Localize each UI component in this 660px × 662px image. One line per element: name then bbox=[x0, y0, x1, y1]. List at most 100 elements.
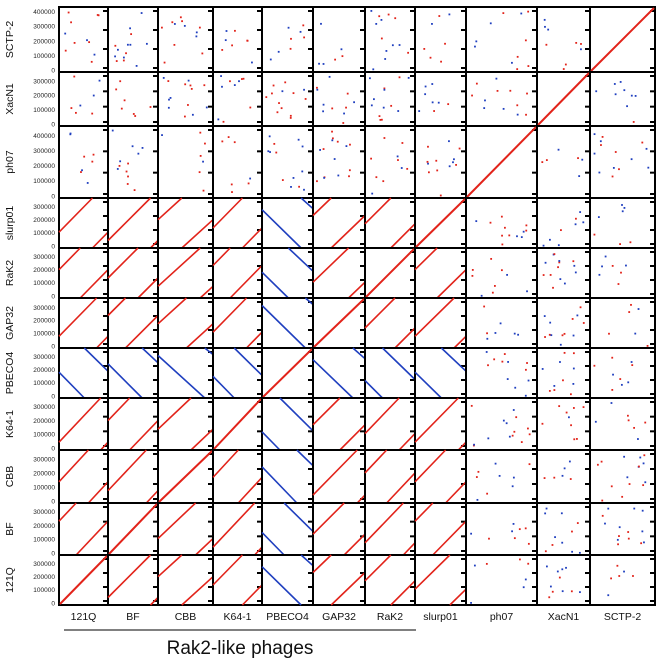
hit-point bbox=[331, 137, 334, 140]
cell-121q-k64-1 bbox=[212, 554, 263, 606]
hit-point bbox=[380, 19, 383, 21]
hit-point bbox=[487, 437, 490, 440]
hit-point bbox=[433, 110, 435, 112]
hit-point bbox=[544, 336, 546, 338]
y-tick-label: 100000 bbox=[33, 380, 55, 387]
hit-point bbox=[423, 48, 426, 50]
hit-point bbox=[561, 568, 564, 571]
cell-sctp-2-xacn1 bbox=[536, 6, 591, 73]
cell-bf-pbeco4 bbox=[261, 502, 314, 556]
hit-point bbox=[565, 566, 567, 569]
hit-point bbox=[316, 88, 319, 91]
cell-bf-rak2 bbox=[364, 502, 416, 556]
hit-point bbox=[470, 404, 473, 407]
hit-point bbox=[476, 498, 479, 501]
hit-point bbox=[557, 244, 560, 247]
hit-point bbox=[518, 528, 521, 531]
cell-k64-1-k64-1 bbox=[212, 397, 263, 451]
hit-point bbox=[618, 526, 621, 529]
cell-frame bbox=[536, 6, 591, 73]
hit-point bbox=[64, 32, 67, 35]
self-alignment-line bbox=[590, 7, 655, 72]
hit-point bbox=[187, 104, 189, 106]
hit-point bbox=[391, 44, 394, 47]
hit-point bbox=[549, 274, 552, 276]
synteny-segment bbox=[212, 375, 235, 399]
synteny-segment bbox=[390, 580, 416, 606]
hit-point bbox=[171, 21, 174, 24]
cell-cbb-slurp01 bbox=[414, 449, 467, 504]
cell-frame bbox=[107, 197, 159, 249]
synteny-segment bbox=[330, 214, 366, 249]
hit-point bbox=[298, 185, 301, 188]
cell-k64-1-121q bbox=[58, 397, 109, 451]
hit-point bbox=[202, 189, 205, 192]
cell-xacn1-xacn1 bbox=[536, 71, 591, 127]
hit-point bbox=[398, 44, 401, 46]
hit-point bbox=[608, 332, 610, 335]
synteny-segment bbox=[75, 520, 109, 556]
hit-point bbox=[373, 98, 375, 101]
cell-frame bbox=[212, 502, 263, 556]
hit-point bbox=[641, 530, 644, 533]
hit-point bbox=[581, 158, 584, 161]
cell-k64-1-bf bbox=[107, 397, 159, 451]
synteny-segment bbox=[237, 476, 263, 504]
y-tick-label: 300000 bbox=[33, 305, 55, 312]
cell-slurp01-slurp01 bbox=[414, 197, 467, 249]
row-labels: SCTP-2 400000 300000 200000 100000 0 XacN1 3000… bbox=[4, 9, 55, 607]
hit-point bbox=[343, 112, 345, 115]
hit-point bbox=[543, 477, 546, 479]
hit-point bbox=[240, 78, 243, 80]
hit-point bbox=[345, 106, 347, 109]
hit-point bbox=[623, 206, 626, 209]
hit-point bbox=[541, 422, 544, 425]
synteny-segment bbox=[107, 449, 147, 492]
cell-bf-bf bbox=[107, 502, 159, 556]
hit-point bbox=[627, 531, 630, 533]
hit-point bbox=[601, 265, 603, 268]
column-label-xacn1: XacN1 bbox=[548, 611, 580, 623]
hit-point bbox=[575, 41, 578, 44]
hit-point bbox=[611, 389, 614, 391]
cell-frame bbox=[58, 125, 109, 199]
hit-point bbox=[541, 368, 544, 370]
hit-point bbox=[406, 167, 409, 170]
hit-point bbox=[644, 481, 647, 484]
hit-point bbox=[486, 492, 489, 495]
synteny-segment bbox=[254, 546, 263, 556]
cell-rak2-slurp01 bbox=[414, 247, 467, 299]
cell-gap32-121q bbox=[58, 297, 109, 349]
hit-point bbox=[173, 23, 176, 25]
y-tick-label: 200000 bbox=[33, 93, 55, 100]
hit-point bbox=[195, 31, 198, 34]
row-label-121q: 121Q bbox=[4, 567, 16, 593]
hit-point bbox=[126, 43, 129, 46]
hit-point bbox=[88, 41, 91, 44]
synteny-segment bbox=[190, 428, 214, 451]
cell-frame bbox=[261, 502, 314, 556]
hit-point bbox=[167, 106, 170, 109]
cell-bf-gap32 bbox=[312, 502, 366, 556]
hit-point bbox=[471, 274, 474, 277]
synteny-segment bbox=[287, 247, 314, 272]
cell-slurp01-rak2 bbox=[364, 197, 416, 249]
cell-slurp01-xacn1 bbox=[536, 197, 591, 249]
column-label-rak2: RaK2 bbox=[377, 611, 403, 623]
y-tick-label: 300000 bbox=[33, 354, 55, 361]
hit-point bbox=[452, 161, 454, 164]
cell-frame bbox=[414, 347, 467, 399]
y-tick-label: 100000 bbox=[33, 331, 55, 338]
self-alignment-line bbox=[415, 198, 466, 248]
hit-point bbox=[576, 314, 579, 317]
cell-frame bbox=[589, 297, 656, 349]
cell-frame bbox=[212, 6, 263, 73]
hit-point bbox=[630, 303, 632, 306]
hit-point bbox=[115, 88, 118, 91]
cell-xacn1-gap32 bbox=[312, 71, 366, 127]
hit-point bbox=[323, 176, 326, 179]
cell-k64-1-ph07 bbox=[465, 397, 538, 451]
hit-point bbox=[627, 537, 630, 540]
hit-point bbox=[398, 76, 401, 79]
hit-point bbox=[292, 177, 295, 179]
